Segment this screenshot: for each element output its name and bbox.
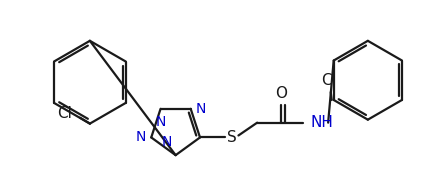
Text: N: N [155, 115, 166, 129]
Text: N: N [196, 102, 206, 116]
Text: Cl: Cl [57, 106, 72, 121]
Text: O: O [275, 86, 287, 101]
Text: N: N [136, 130, 146, 145]
Text: N: N [161, 135, 172, 149]
Text: S: S [227, 130, 237, 145]
Text: Cl: Cl [321, 73, 336, 88]
Text: NH: NH [311, 115, 333, 130]
